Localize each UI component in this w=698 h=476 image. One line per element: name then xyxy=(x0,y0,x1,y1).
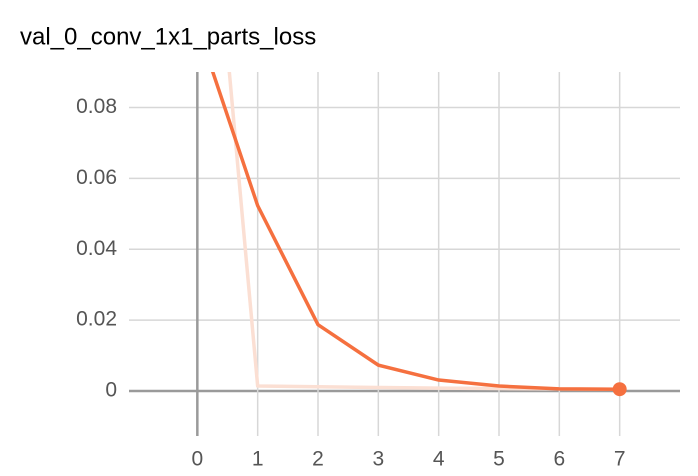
x-tick-label: 2 xyxy=(312,448,324,471)
y-tick-label: 0.08 xyxy=(76,95,117,118)
line-series xyxy=(227,72,620,391)
x-tick-label: 5 xyxy=(493,448,505,471)
x-tick-label: 7 xyxy=(614,448,626,471)
line-series xyxy=(210,72,620,391)
x-tick-label: 1 xyxy=(252,448,264,471)
x-tick-label: 0 xyxy=(191,448,203,471)
x-tick-label: 6 xyxy=(553,448,565,471)
end-point xyxy=(612,382,627,397)
y-tick-label: 0 xyxy=(105,379,117,402)
x-tick-label: 3 xyxy=(372,448,384,471)
y-tick-label: 0.04 xyxy=(76,237,117,260)
chart-title: val_0_conv_1x1_parts_loss xyxy=(20,23,316,50)
y-tick-label: 0.06 xyxy=(76,166,117,189)
y-tick-label: 0.02 xyxy=(76,308,117,331)
x-tick-label: 4 xyxy=(433,448,445,471)
